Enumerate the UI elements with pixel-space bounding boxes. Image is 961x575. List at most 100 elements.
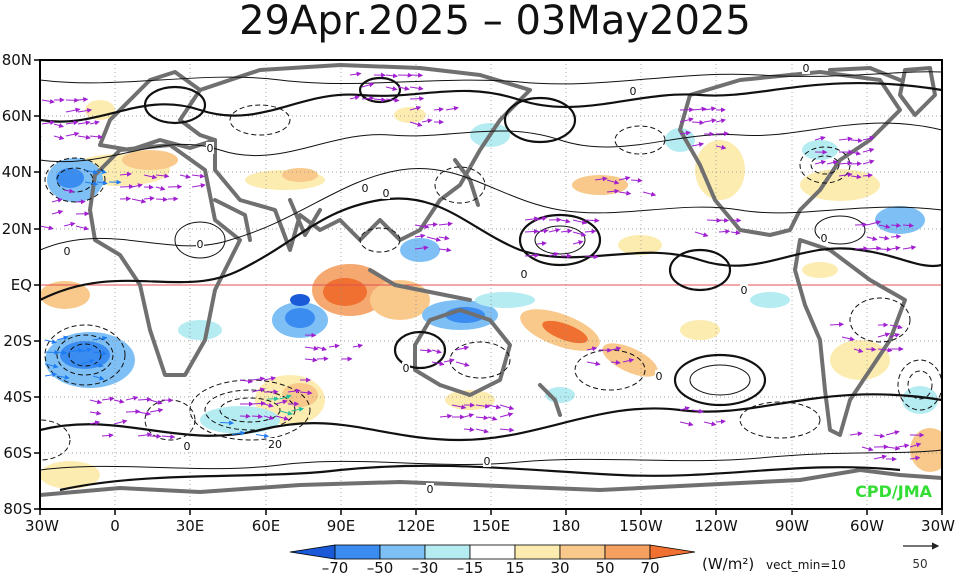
wind-vector — [572, 240, 584, 245]
wind-vector — [438, 221, 453, 227]
colorbar-tick: –50 — [367, 559, 394, 575]
wind-vector — [885, 430, 900, 436]
chart-title: 29Apr.2025 – 03May2025 — [239, 0, 751, 44]
colorbar-cell — [514, 544, 561, 560]
wind-vector — [679, 117, 694, 123]
wind-vector — [409, 121, 423, 127]
wind-vector — [131, 183, 143, 189]
wind-vector — [475, 403, 491, 409]
wind-vector — [44, 339, 57, 345]
wind-vector — [873, 433, 886, 439]
wind-vector — [75, 199, 86, 205]
lat-label: 60S — [3, 444, 32, 462]
wind-vector — [560, 228, 573, 234]
wind-vector — [149, 399, 163, 405]
wind-vector — [455, 345, 470, 351]
contour-label: 0 — [821, 232, 828, 245]
wind-vector — [419, 348, 433, 354]
wind-vector — [850, 150, 862, 156]
wind-vector — [125, 395, 139, 401]
wind-vector — [499, 427, 515, 433]
wind-vector — [361, 82, 375, 88]
contour-label: 0 — [403, 362, 410, 375]
wind-vector — [191, 183, 206, 189]
wind-vector — [65, 107, 81, 113]
wind-vector — [572, 231, 587, 237]
wind-vector — [291, 406, 305, 412]
wind-vector — [77, 97, 89, 103]
wind-vector — [155, 173, 170, 179]
wind-vector — [718, 217, 730, 223]
wind-vector — [691, 408, 704, 414]
contour-label: 0 — [484, 455, 491, 468]
wind-vector — [862, 159, 875, 165]
wind-vector — [352, 343, 364, 349]
wind-vector — [499, 412, 514, 418]
wind-vector — [862, 135, 875, 141]
wind-vector — [431, 361, 445, 367]
lat-label: 20S — [3, 332, 32, 350]
map-panel: 0 0 0 0 0 0 0 0 0 0 0 — [2, 51, 955, 535]
contour-label: 0 — [427, 483, 434, 496]
wind-vector — [155, 196, 169, 202]
wind-vector — [897, 443, 910, 449]
wind-vector — [431, 348, 442, 354]
wind-vector — [878, 246, 892, 252]
vect-min-label: vect_min=10 — [766, 558, 846, 572]
colorbar-tick: 50 — [595, 559, 614, 575]
wind-vector — [451, 404, 467, 410]
wind-vector — [155, 185, 166, 191]
contour-label: 0 — [656, 370, 663, 383]
wind-vector — [161, 434, 176, 440]
wind-vector — [878, 224, 891, 229]
contour-label: 0 — [64, 245, 71, 258]
lat-label: 60N — [2, 107, 32, 125]
wind-vector — [179, 173, 191, 179]
wind-vector — [53, 135, 65, 140]
wind-vector — [463, 427, 475, 433]
wind-vector — [92, 335, 108, 341]
wind-vector — [89, 399, 103, 405]
wind-vector — [77, 134, 91, 140]
wind-vector — [251, 376, 266, 382]
wind-vector — [463, 413, 475, 418]
wind-vector — [862, 172, 873, 178]
wind-vector — [101, 432, 114, 438]
wind-vector — [586, 361, 601, 367]
wind-vector — [137, 432, 153, 438]
wind-vector — [328, 343, 340, 349]
wind-vector — [524, 228, 539, 234]
wind-vector — [304, 357, 318, 363]
wind-vector — [287, 388, 301, 394]
wind-vector — [694, 231, 709, 238]
contour-label: 0 — [197, 238, 204, 251]
wind-vector — [902, 222, 915, 228]
contour-label: 0 — [207, 142, 214, 155]
wind-vector — [730, 230, 741, 236]
colorbar-tick: 30 — [550, 559, 569, 575]
wind-vector — [385, 97, 400, 103]
contour-label: 0 — [362, 182, 369, 195]
lon-label: 60E — [252, 517, 281, 535]
wind-vector — [89, 120, 100, 126]
wind-vector — [119, 184, 135, 190]
colorbar-cell — [334, 544, 381, 560]
wind-vector — [44, 372, 58, 378]
wind-vector — [706, 217, 722, 223]
wind-vector — [231, 430, 246, 436]
wind-vector — [850, 138, 863, 143]
wind-vector — [113, 398, 125, 404]
wind-vector — [219, 420, 235, 426]
wind-vector — [854, 246, 869, 252]
colorbar: –70 –50 –30 –15 15 30 50 70 (W/m²) vect_… — [289, 544, 846, 575]
coastlines — [40, 63, 942, 497]
wind-vector — [439, 413, 453, 419]
wind-vector — [65, 131, 80, 137]
wind-vector — [841, 336, 855, 342]
wind-vector — [890, 222, 902, 228]
wind-vector — [361, 95, 375, 101]
wind-vector — [414, 245, 429, 251]
wind-vector — [119, 171, 132, 177]
wind-vector — [349, 71, 362, 77]
lon-label: 120E — [397, 517, 435, 535]
